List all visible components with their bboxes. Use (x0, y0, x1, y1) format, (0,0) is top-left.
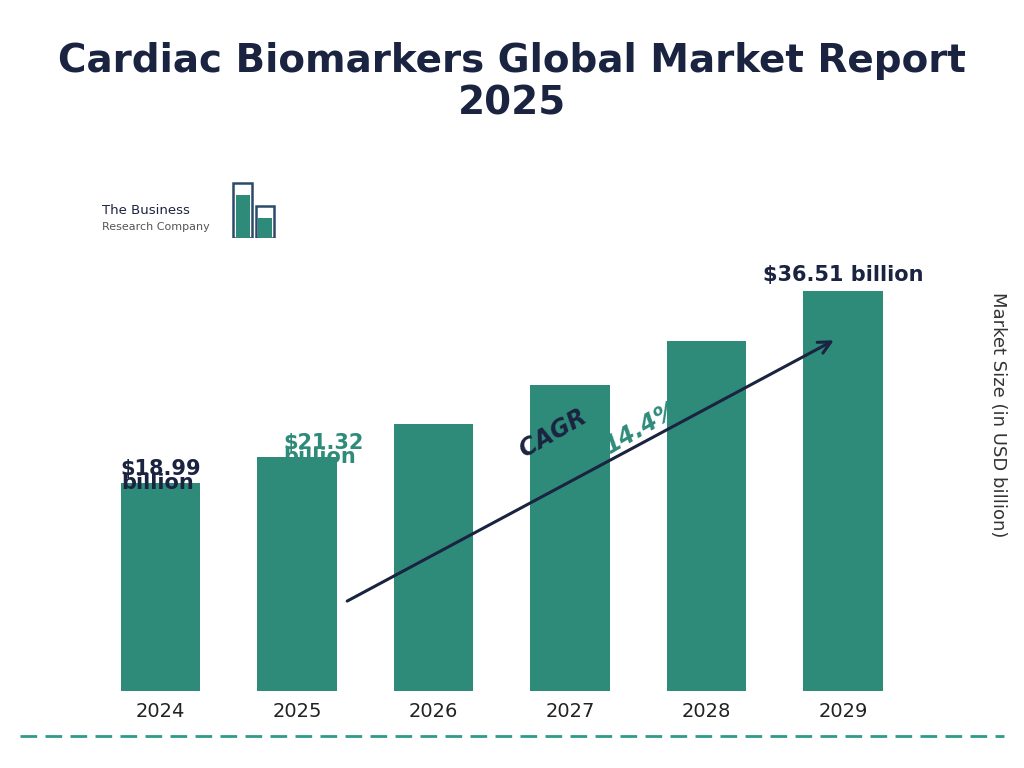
Text: $18.99: $18.99 (121, 458, 202, 478)
Bar (258, 218, 272, 238)
Bar (236, 195, 250, 238)
Bar (394, 424, 473, 691)
Bar (121, 483, 200, 691)
Text: billion: billion (121, 473, 194, 493)
Bar (257, 458, 337, 691)
Text: Market Size (in USD billion): Market Size (in USD billion) (989, 292, 1008, 538)
Text: $21.32: $21.32 (284, 433, 364, 453)
Text: The Business: The Business (102, 204, 190, 217)
Text: CAGR: CAGR (515, 400, 598, 462)
Bar (256, 207, 274, 238)
Text: Research Company: Research Company (102, 222, 210, 232)
Text: 14.4%: 14.4% (600, 396, 683, 458)
Bar (530, 386, 609, 691)
Bar (233, 184, 252, 238)
Text: billion: billion (284, 447, 356, 468)
Text: $36.51 billion: $36.51 billion (763, 266, 924, 286)
Bar (667, 342, 746, 691)
Text: Cardiac Biomarkers Global Market Report
2025: Cardiac Biomarkers Global Market Report … (58, 42, 966, 123)
Bar (804, 291, 883, 691)
